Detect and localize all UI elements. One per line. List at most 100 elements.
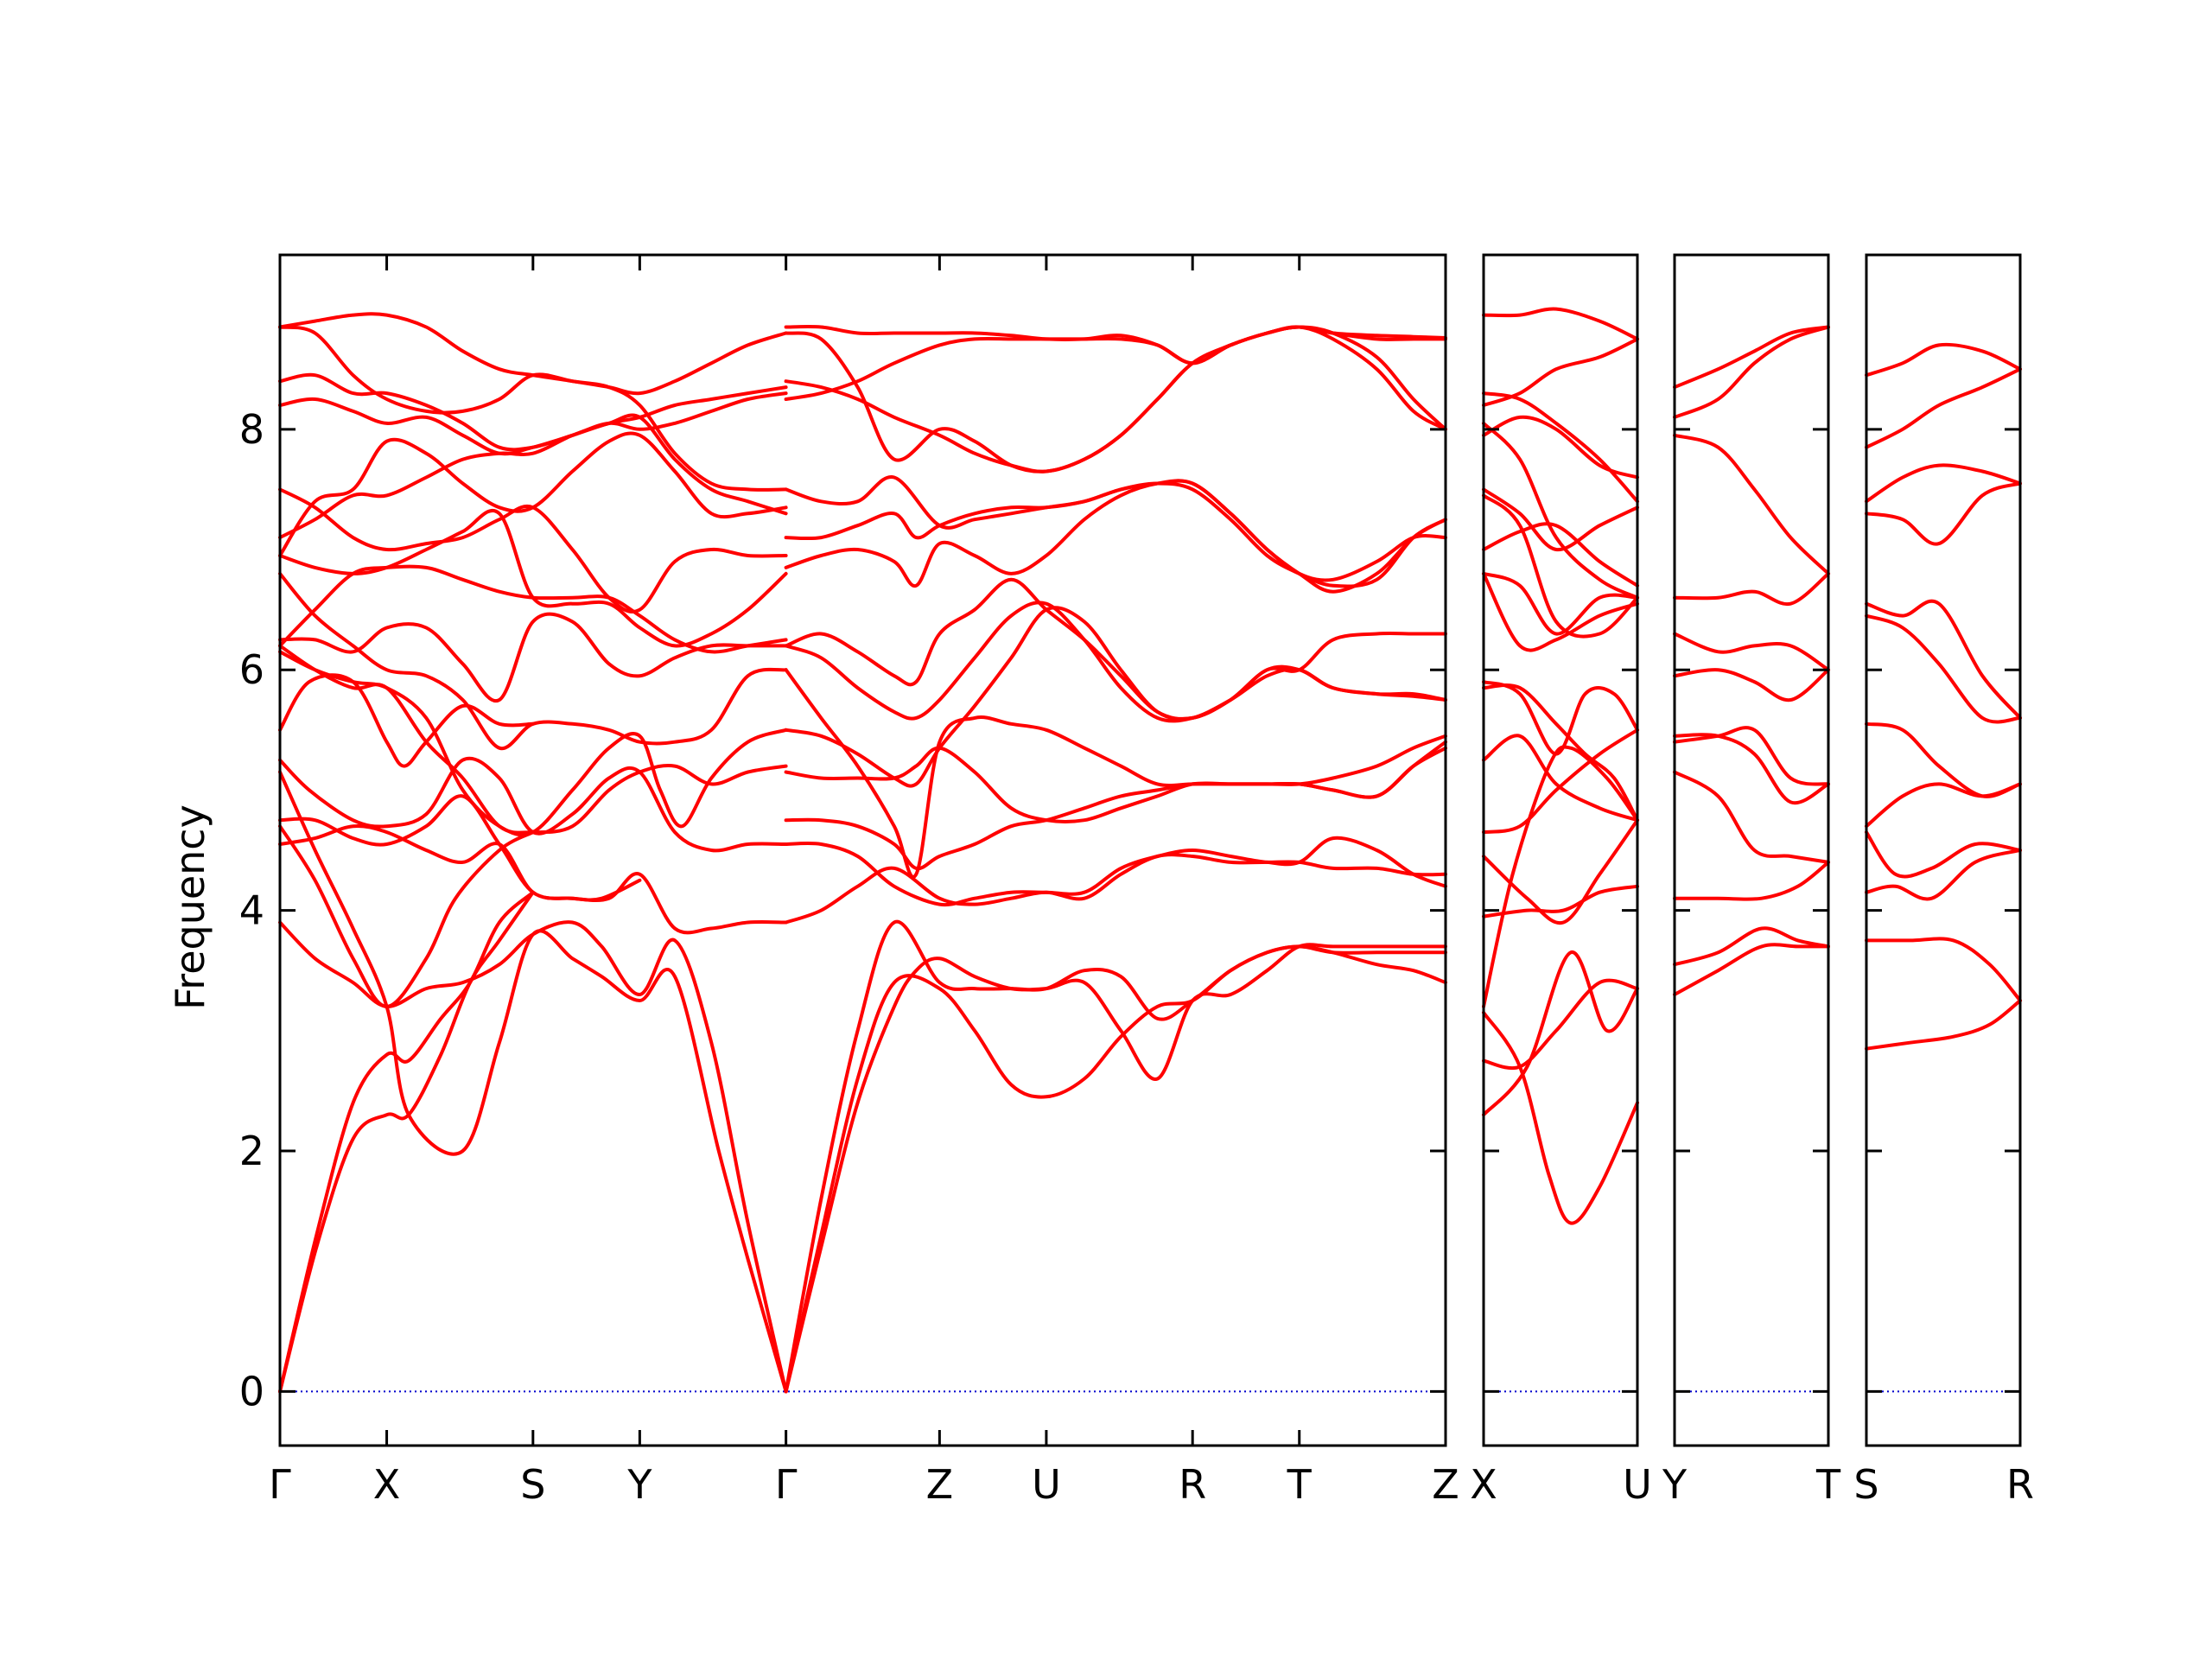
x-tick-label: R [1179,1461,1206,1508]
band-line [1673,668,1830,702]
band-line [1482,978,1639,1071]
band-line [278,564,788,654]
x-tick-label: U [1032,1461,1061,1508]
x-tick-label: S [1853,1461,1878,1508]
band-line [278,644,788,835]
band-line [1865,599,2022,720]
band-line [1865,613,2022,724]
band-line [278,431,788,557]
x-tick-label: S [520,1461,545,1508]
x-tick-label: Y [1662,1461,1688,1508]
band-line [1482,337,1639,407]
band-line [1482,1010,1639,1225]
band-line [784,325,1447,365]
x-tick-label: U [1623,1461,1652,1508]
band-line [1865,782,2022,829]
band-line [1482,683,1639,823]
band-line [278,756,788,853]
panel-frame [278,253,1447,1447]
band-line [1865,481,2022,546]
x-tick-label: Γ [775,1461,798,1508]
band-line [1673,943,1830,996]
band-line [1865,342,2022,378]
band-line [1865,849,2022,901]
band-line [1482,818,1639,925]
panel-frame [1865,253,2022,1447]
band-line [278,770,788,1394]
band-line [784,577,1447,721]
band-line [278,650,788,837]
band-line [1482,571,1639,652]
band-line [1673,770,1830,864]
band-line [1673,325,1830,390]
band-line [1482,745,1639,1008]
y-tick-label: 4 [239,887,264,934]
band-line [278,920,788,1394]
y-tick-label: 2 [239,1128,264,1174]
x-tick-label: X [373,1461,401,1508]
band-line [784,853,1447,925]
band-line [1482,307,1639,341]
band-line [1865,721,2022,798]
panel-frame [1673,253,1830,1447]
band-line [1482,734,1639,823]
band-line [1673,733,1830,805]
band-line [1482,571,1639,636]
x-tick-label: T [1815,1461,1841,1508]
y-tick-label: 0 [239,1368,264,1414]
band-line [784,919,1447,1394]
x-tick-label: Γ [269,1461,291,1508]
x-tick-label: Z [1432,1461,1459,1508]
panel-frame [1482,253,1639,1447]
band-line [1865,830,2022,879]
y-axis-label: Frequency [167,804,213,1010]
band-line [1865,367,2022,449]
x-tick-label: Y [626,1461,652,1508]
band-line [278,824,535,1008]
band-line [278,673,535,768]
band-line [1673,726,1830,786]
band-line [278,413,788,540]
band-line [784,606,1447,788]
y-tick-label: 8 [239,406,264,453]
x-tick-label: T [1287,1461,1313,1508]
band-line [1482,884,1639,918]
band-line [784,943,1447,1394]
x-tick-label: R [2006,1461,2034,1508]
band-line [784,479,1447,588]
band-line [1865,937,2022,1002]
panel-p1: 0 2 4 6 8 Γ X S Y Γ Z U R T Z [239,253,1459,1508]
band-line [1865,999,2022,1051]
band-line [1482,493,1639,639]
band-line [278,508,788,648]
band-line [278,385,788,456]
band-line [278,487,788,613]
band-line [1482,391,1639,504]
band-line [784,668,1447,879]
band-line [278,890,535,1394]
band-line [1673,632,1830,672]
band-line [1482,728,1639,835]
band-line [784,836,1447,907]
band-line [278,571,788,751]
band-line [1673,860,1830,901]
x-tick-label: X [1470,1461,1497,1508]
band-line [784,475,1447,594]
band-line [1482,522,1639,588]
band-line [278,890,535,1394]
band-line [1865,463,2022,504]
band-line [1673,571,1830,607]
band-line [278,794,788,935]
band-line [1482,421,1639,600]
y-tick-label: 6 [239,646,264,693]
band-line [1482,487,1639,552]
band-line [1673,325,1830,419]
band-line [784,734,1447,871]
band-line [278,372,788,452]
band-line [278,312,788,492]
